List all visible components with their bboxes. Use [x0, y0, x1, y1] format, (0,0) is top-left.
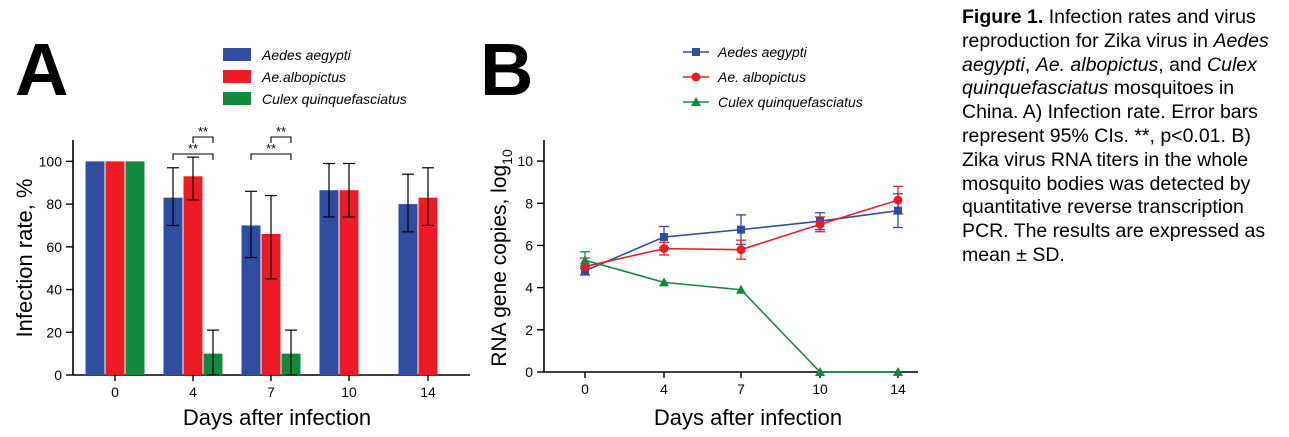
- significance-bracket: [172, 153, 214, 160]
- legend-marker: [692, 48, 700, 56]
- legend-marker: [691, 72, 701, 82]
- y-tick-label: 20: [46, 324, 62, 340]
- caption-part: Ae. albopictus: [1035, 53, 1159, 76]
- data-point: [815, 219, 825, 229]
- significance-label: **: [266, 141, 276, 156]
- bar: [105, 161, 125, 375]
- x-axis-title: Days after infection: [183, 405, 371, 430]
- data-point: [659, 277, 669, 287]
- bar: [319, 190, 339, 375]
- data-point: [736, 245, 746, 255]
- significance-label: **: [198, 124, 208, 139]
- chart-a: A Aedes aegypti Ae.albopictus Culex quinque…: [12, 28, 470, 430]
- caption-part: Culex quinquefasciatus: [962, 53, 1257, 100]
- caption-part: , and: [1158, 53, 1208, 76]
- data-point: [737, 225, 745, 234]
- data-point: [660, 233, 668, 242]
- legend-label: Aedes aegypti: [261, 47, 352, 63]
- bar: [339, 190, 359, 375]
- data-point: [580, 255, 590, 265]
- legend-swatch: [223, 92, 251, 105]
- x-tick-label: 4: [189, 384, 197, 400]
- y-axis-title: Infection rate, %: [12, 179, 37, 338]
- data-point: [659, 244, 669, 254]
- bar: [398, 204, 418, 375]
- legend-label: Culex quinquefasciatus: [262, 91, 407, 107]
- figure-caption: Figure 1. Infection rates and virus repr…: [962, 6, 1284, 268]
- legend-marker: [691, 97, 701, 106]
- y-tick-label: 40: [46, 282, 62, 298]
- y-tick-label: 80: [46, 196, 62, 212]
- y-tick-label: 0: [525, 364, 533, 380]
- caption-body: Infection rates and virus reproduction f…: [962, 6, 1269, 266]
- y-tick-label: 2: [525, 322, 533, 338]
- y-tick-label: 0: [54, 367, 62, 383]
- x-axis-title: Days after infection: [654, 405, 842, 430]
- caption-part: Infection rates and virus reproduction f…: [962, 6, 1256, 52]
- legend-label: Culex quinquefasciatus: [718, 94, 863, 110]
- x-tick-label: 7: [267, 384, 275, 400]
- legend-swatch: [223, 48, 251, 61]
- y-tick-label: 10: [517, 153, 533, 169]
- x-tick-label: 14: [890, 381, 906, 397]
- y-axis-title: RNA gene copies, log10: [488, 149, 515, 367]
- caption-part: Aedes aegypti: [962, 29, 1269, 76]
- bar: [163, 197, 183, 375]
- x-tick-label: 4: [660, 381, 668, 397]
- significance-label: **: [276, 124, 286, 139]
- x-tick-label: 0: [581, 381, 589, 397]
- bar: [418, 197, 438, 375]
- significance-label: **: [188, 141, 198, 156]
- bar: [183, 176, 203, 375]
- significance-bracket: [270, 136, 292, 143]
- significance-bracket: [250, 153, 292, 160]
- panel-label: B: [480, 28, 533, 111]
- caption-part: mosquitoes in China. A) Infection rate. …: [962, 77, 1266, 266]
- panel-label: A: [15, 28, 68, 111]
- legend-swatch: [223, 70, 251, 83]
- y-tick-label: 6: [525, 237, 533, 253]
- x-tick-label: 14: [420, 384, 436, 400]
- data-point: [893, 367, 903, 376]
- caption-part: ,: [1024, 53, 1036, 76]
- x-tick-label: 10: [341, 384, 357, 400]
- significance-bracket: [192, 136, 214, 143]
- y-tick-label: 100: [39, 153, 63, 169]
- x-tick-label: 10: [812, 381, 828, 397]
- bar: [125, 161, 145, 375]
- y-tick-label: 8: [525, 195, 533, 211]
- y-tick-label: 4: [525, 280, 533, 296]
- data-point: [815, 367, 825, 376]
- data-point: [580, 262, 590, 272]
- caption-label: Figure 1.: [962, 6, 1044, 28]
- legend-label: Aedes aegypti: [717, 44, 808, 60]
- x-tick-label: 0: [111, 384, 119, 400]
- legend-label: Ae.albopictus: [261, 69, 346, 85]
- x-tick-label: 7: [737, 381, 745, 397]
- data-point: [894, 206, 902, 215]
- bar: [261, 234, 281, 375]
- y-axis-title-subscript: 10: [499, 149, 515, 165]
- y-tick-label: 60: [46, 239, 62, 255]
- bar: [85, 161, 105, 375]
- legend-label: Ae. albopictus: [717, 69, 806, 85]
- chart-b: B Aedes aegypti Ae. albopictus Culex quinqu…: [480, 28, 918, 430]
- data-point: [736, 284, 746, 294]
- bar: [241, 225, 261, 375]
- series-line: [584, 259, 898, 373]
- data-point: [893, 195, 903, 205]
